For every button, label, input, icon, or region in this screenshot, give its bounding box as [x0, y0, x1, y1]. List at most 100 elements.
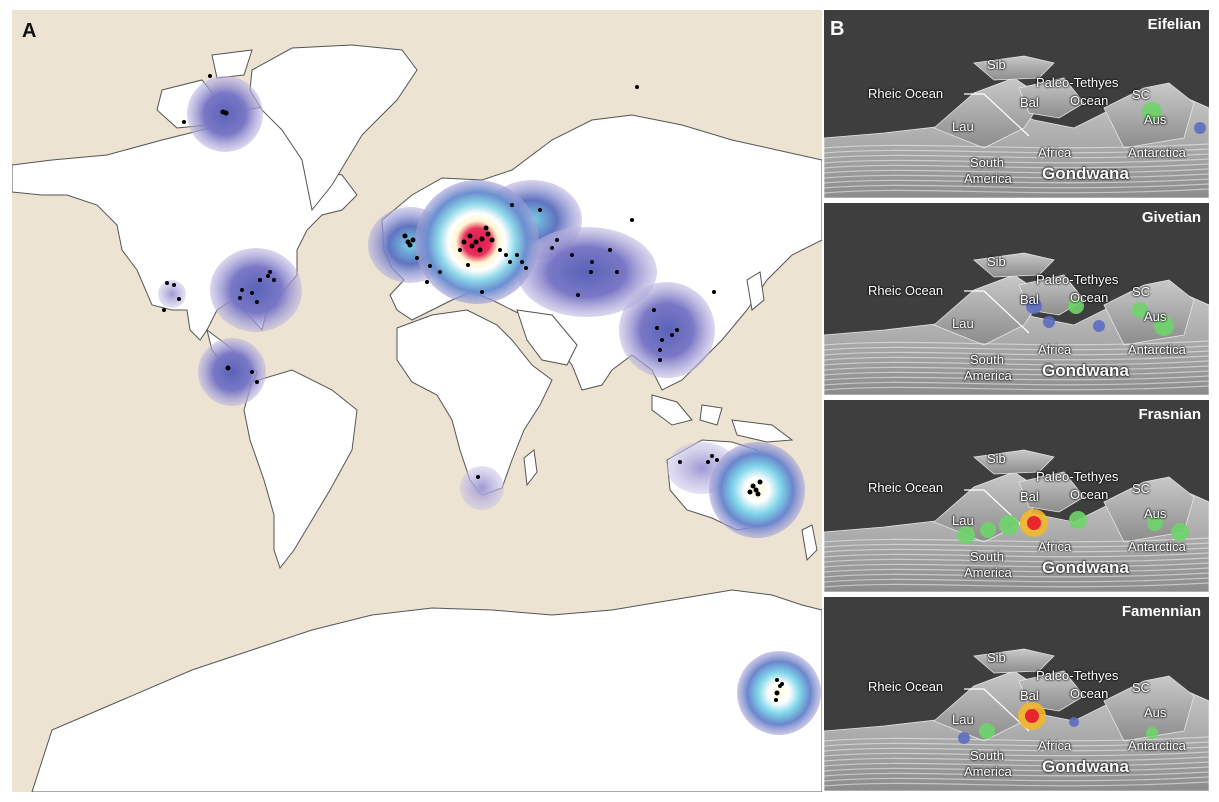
paleo-texture-line [824, 178, 1209, 184]
label-lau: Lau [952, 513, 974, 528]
label-sc: SC [1132, 680, 1151, 695]
se-asia-islands [651, 394, 794, 443]
label-rheic: Rheic Ocean [868, 679, 944, 694]
label-bal: Bal [1020, 95, 1039, 110]
label-bal: Bal [1020, 292, 1039, 307]
label-gondwana: Gondwana [1042, 361, 1129, 380]
paleo-texture-line [824, 756, 1209, 762]
paleomap-panel: B Eifelian Sib Bal Paleo-Tethyes Ocean Rheic … [824, 10, 1209, 792]
paleo-heat-spot [1154, 316, 1174, 336]
period-panel-eifelian: Eifelian Sib Bal Paleo-Tethyes Ocean Rheic Oc… [824, 10, 1209, 198]
label-south: South [970, 748, 1004, 763]
panel-a-letter: A [22, 20, 37, 42]
label-gondwana: Gondwana [1042, 757, 1129, 776]
paleo-texture-line [824, 360, 1209, 366]
new-zealand [801, 524, 818, 562]
paleo-texture-line [824, 537, 1209, 543]
label-rheic: Rheic Ocean [868, 480, 944, 495]
paleo-heat-core [1025, 709, 1039, 723]
paleo-heat-spot [1069, 511, 1087, 529]
paleo-heat-spot [1147, 515, 1163, 531]
label-sib: Sib [987, 57, 1006, 72]
label-rheic: Rheic Ocean [868, 86, 944, 101]
period-title: Frasnian [1138, 406, 1201, 423]
label-america: America [964, 368, 1012, 383]
paleo-texture-line [824, 741, 1209, 747]
label-antarctica: Antarctica [1128, 342, 1186, 357]
paleo-heat-spot [1171, 523, 1189, 541]
paleo-texture-line [824, 340, 1209, 346]
label-lau: Lau [952, 316, 974, 331]
label-south: South [970, 549, 1004, 564]
paleo-texture-line [824, 557, 1209, 563]
paleo-heat-spot [1068, 298, 1084, 314]
label-antarctica: Antarctica [1128, 145, 1186, 160]
paleo-texture-line [824, 355, 1209, 361]
label-ocean: Ocean [1070, 686, 1109, 701]
paleo-heat-spot [1132, 302, 1148, 318]
paleo-texture-line [824, 173, 1209, 179]
paleo-texture-line [824, 771, 1209, 777]
world-map-panel: A [12, 10, 822, 792]
label-gondwana: Gondwana [1042, 558, 1129, 577]
paleo-texture-line [824, 547, 1209, 553]
label-america: America [964, 565, 1012, 580]
period-title: Givetian [1141, 209, 1201, 226]
paleo-heat-spot [958, 732, 970, 744]
period-panel-givetian: Givetian Sib Bal Paleo-Tethyes Ocean Rheic Oc… [824, 203, 1209, 395]
label-paleo: Paleo-Tethyes [1036, 75, 1119, 90]
heat-spot-south-china [619, 282, 715, 378]
heat-spot-western-us [158, 280, 186, 308]
paleo-heat-spot [1026, 298, 1042, 314]
paleo-texture-line [824, 582, 1209, 588]
label-bal: Bal [1020, 688, 1039, 703]
paleo-texture-line [824, 370, 1209, 376]
paleo-texture-line [824, 143, 1209, 149]
label-sib: Sib [987, 254, 1006, 269]
paleo-landmass-render [824, 252, 1209, 395]
label-aus: Aus [1144, 112, 1167, 127]
label-africa: Africa [1038, 539, 1072, 554]
paleo-heat-spot [1194, 122, 1206, 134]
paleo-texture-line [824, 183, 1209, 189]
paleo-texture-line [824, 148, 1209, 154]
label-america: America [964, 764, 1012, 779]
label-aus: Aus [1144, 506, 1167, 521]
paleo-heat-spot [1093, 320, 1105, 332]
paleo-heat-core [1027, 516, 1041, 530]
paleo-landmass [973, 252, 1055, 278]
label-south: South [970, 155, 1004, 170]
panel-b-letter: B [830, 18, 845, 40]
paleo-landmass [1018, 77, 1085, 119]
label-africa: Africa [1038, 342, 1072, 357]
madagascar [523, 449, 538, 487]
arabia [516, 309, 578, 366]
paleo-landmass-render [824, 55, 1209, 198]
label-sib: Sib [987, 451, 1006, 466]
paleo-heat-spot [1043, 316, 1055, 328]
label-ocean: Ocean [1070, 290, 1109, 305]
label-sc: SC [1132, 481, 1151, 496]
paleo-texture-line [824, 567, 1209, 573]
world-map [12, 44, 822, 792]
paleo-texture-line [824, 572, 1209, 578]
density-heatmap [158, 76, 821, 735]
greenland [249, 44, 418, 212]
paleo-heat-spot [1142, 102, 1162, 122]
paleo-texture-line [824, 781, 1209, 787]
label-africa: Africa [1038, 738, 1072, 753]
paleo-landmass [1018, 670, 1085, 712]
paleo-landmass [973, 55, 1055, 81]
label-sc: SC [1132, 87, 1151, 102]
rheic-ocean-leader-line [964, 93, 1030, 137]
paleo-texture-line [824, 168, 1209, 174]
paleo-heat-spot [979, 723, 995, 739]
paleo-heat-spot [1069, 717, 1079, 727]
paleo-texture-line [824, 552, 1209, 558]
period-panel-frasnian: Frasnian Sib Bal Paleo-Tethyes Ocean Rheic Oc… [824, 400, 1209, 592]
paleo-texture-line [824, 736, 1209, 742]
period-title: Eifelian [1147, 16, 1201, 33]
paleo-texture-line [824, 746, 1209, 752]
label-antarctica: Antarctica [1128, 539, 1186, 554]
period-title: Famennian [1121, 603, 1201, 620]
